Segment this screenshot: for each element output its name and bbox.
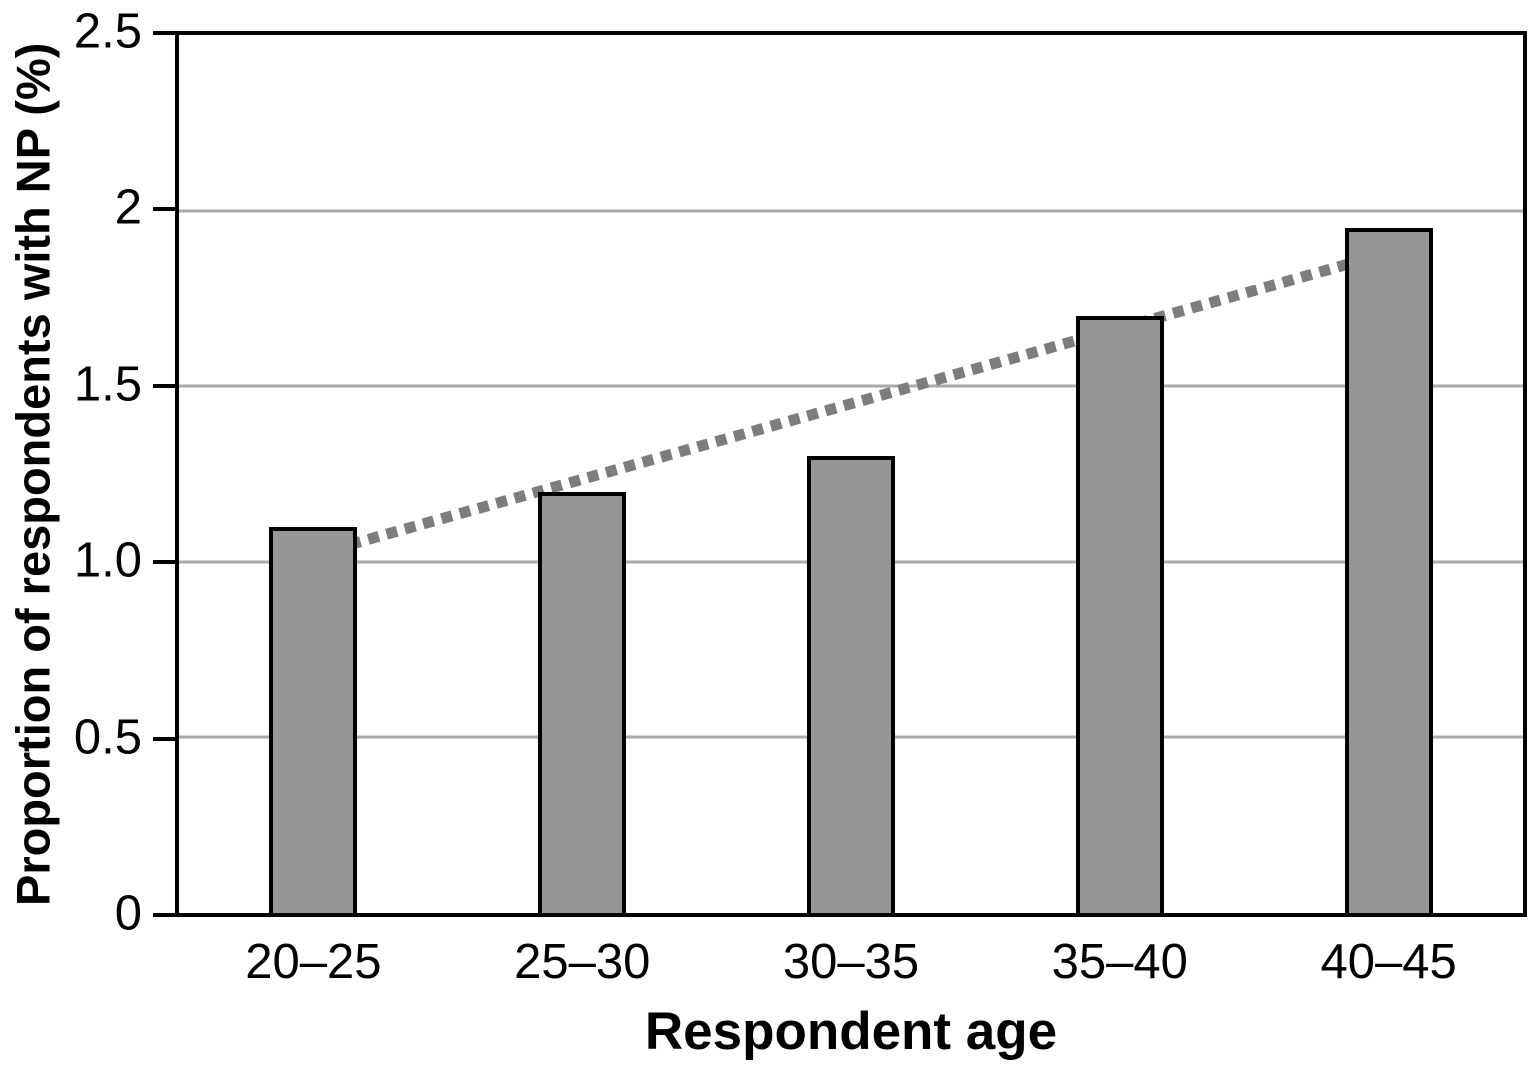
y-tick-label: 2 [114, 180, 142, 235]
y-tick-mark [153, 31, 175, 35]
y-tick-mark [153, 913, 175, 917]
x-tick-label: 20–25 [245, 935, 382, 989]
x-tick-label: 40–45 [1320, 935, 1457, 989]
y-tick-label: 1.5 [73, 357, 142, 412]
x-tick-label: 30–35 [782, 935, 920, 989]
y-axis-tick-marks [153, 31, 175, 917]
y-tick-mark [153, 207, 175, 212]
y-tick-label: 1.0 [73, 533, 142, 588]
y-tick-label: 0.5 [73, 710, 142, 765]
y-tick-label: 0 [114, 886, 142, 941]
bar-slot [1254, 35, 1523, 913]
bar-slot [717, 35, 986, 913]
trendline [311, 247, 1391, 561]
plot-area [153, 31, 1527, 917]
bar-slot [179, 35, 448, 913]
y-tick-mark [153, 736, 175, 741]
bar-slot [448, 35, 717, 913]
y-axis-tick-labels: 2.5 2 1.5 1.0 0.5 0 [0, 7, 150, 938]
x-axis-tick-labels: 20–25 25–30 30–35 35–40 40–45 [179, 933, 1523, 991]
bar [1344, 228, 1433, 913]
bar-slot [985, 35, 1254, 913]
bar [1075, 315, 1164, 913]
x-tick-label: 35–40 [1051, 935, 1188, 989]
y-tick-mark [153, 560, 175, 565]
y-tick-mark [153, 383, 175, 388]
gridline [179, 384, 1523, 388]
x-axis-title: Respondent age [644, 1002, 1058, 1061]
bar [806, 456, 895, 913]
bars-container [179, 35, 1523, 913]
y-tick-label: 2.5 [73, 4, 142, 59]
x-tick-label: 25–30 [514, 935, 651, 989]
gridline [179, 209, 1523, 213]
bar [538, 491, 627, 913]
bar [269, 526, 358, 913]
trendline-path [311, 247, 1391, 561]
